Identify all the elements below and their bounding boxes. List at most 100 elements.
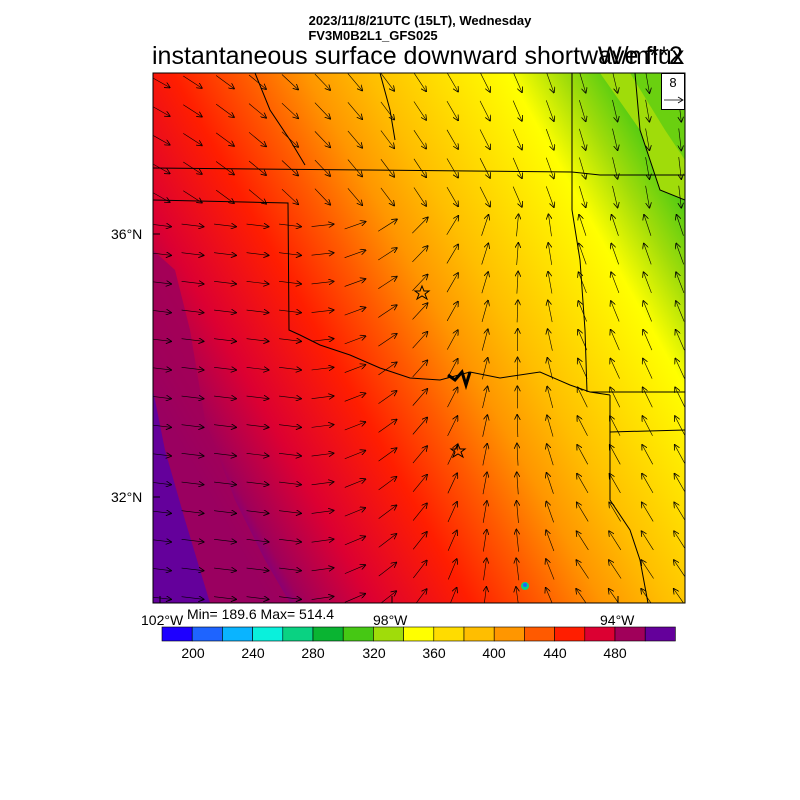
wind-vector — [279, 281, 301, 284]
wind-vector — [577, 531, 589, 551]
wind-vector — [577, 445, 589, 465]
wind-vector — [579, 73, 585, 92]
wind-vector — [311, 453, 334, 456]
wind-vector — [378, 477, 397, 491]
wind-vector — [153, 396, 171, 399]
wind-vector — [412, 275, 427, 291]
wind-vector — [412, 503, 427, 521]
wind-vector — [248, 103, 266, 118]
wind-vector — [246, 339, 269, 342]
wind-vector — [246, 396, 269, 399]
wind-vector — [482, 415, 488, 437]
wind-vector — [215, 75, 234, 89]
wind-vector — [517, 444, 518, 466]
wind-vector — [281, 188, 298, 204]
wind-vector — [610, 445, 621, 465]
wind-vector — [153, 310, 171, 313]
wind-vector — [546, 530, 555, 552]
wind-vector — [447, 388, 457, 408]
station-marker-star — [413, 284, 431, 301]
wind-vector — [279, 339, 301, 342]
wind-vector — [311, 339, 334, 342]
wind-vector — [547, 387, 554, 409]
wind-vector — [548, 272, 553, 294]
wind-vector — [153, 339, 171, 342]
wind-vector — [481, 329, 488, 351]
wind-vector — [579, 128, 585, 150]
wind-vector — [214, 425, 236, 428]
wind-vector — [183, 190, 201, 203]
wind-vector — [246, 511, 269, 514]
wind-vector — [645, 185, 650, 208]
wind-vector — [578, 330, 588, 351]
wind-vector — [576, 560, 589, 579]
wind-vector — [545, 186, 554, 207]
wind-vector — [577, 474, 589, 494]
colorbar-swatch — [614, 626, 646, 642]
wind-vector — [447, 559, 456, 580]
wind-vector — [214, 396, 236, 399]
wind-vector — [611, 301, 620, 322]
wind-vector — [645, 157, 650, 179]
wind-vector — [546, 559, 555, 580]
wind-vector — [517, 300, 518, 323]
wind-vector — [676, 330, 685, 351]
wind-vector — [446, 330, 458, 350]
wind-vector — [246, 253, 269, 256]
wind-vector — [153, 367, 171, 370]
wind-vector — [447, 359, 457, 379]
wind-vector — [378, 248, 396, 261]
wind-vector — [311, 253, 334, 255]
vector-reference-arrow — [664, 96, 684, 104]
wind-vector — [344, 308, 366, 316]
date-header: 2023/11/8/21UTC (15LT), Wednesday — [308, 13, 532, 28]
wind-vector — [279, 539, 301, 542]
colorbar-label: 280 — [301, 645, 325, 661]
wind-vector — [214, 482, 236, 485]
wind-vector — [311, 568, 334, 571]
wind-vector — [481, 244, 489, 265]
wind-vector — [517, 472, 518, 495]
wind-vector — [214, 310, 236, 313]
wind-vector — [447, 502, 457, 523]
wind-vector — [344, 451, 365, 459]
wind-vector — [344, 422, 365, 431]
wind-vector — [546, 73, 554, 93]
wind-vector — [446, 187, 458, 206]
wind-vector — [153, 135, 169, 145]
wind-vector — [609, 503, 621, 522]
wind-vector — [413, 561, 426, 579]
wind-vector — [611, 272, 620, 294]
wind-vector — [412, 532, 427, 550]
wind-vector — [378, 362, 396, 376]
wind-vector — [311, 425, 334, 428]
wind-vector — [517, 243, 519, 265]
colorbar-swatch — [433, 626, 465, 642]
model-header: FV3M0B2L1_GFS025 — [308, 28, 438, 43]
colorbar-swatch — [252, 626, 284, 642]
wind-vector — [412, 246, 427, 263]
wind-vector — [413, 187, 426, 205]
wind-vector — [378, 219, 397, 232]
wind-vector — [642, 531, 654, 551]
wind-vector — [446, 216, 458, 235]
wind-vector — [153, 253, 171, 256]
wind-vector — [643, 387, 653, 408]
lon-label-94w: 94°W — [600, 612, 635, 628]
wind-vector — [215, 161, 234, 175]
wind-vector — [281, 102, 298, 118]
wind-vector — [412, 446, 427, 464]
wind-vector — [413, 73, 426, 91]
wind-vector — [611, 244, 619, 265]
wind-vector — [153, 511, 171, 514]
wind-vector — [676, 301, 685, 322]
wind-vector — [675, 474, 685, 493]
wind-vector — [641, 560, 654, 579]
wind-vector — [642, 416, 653, 436]
wind-vector — [214, 367, 236, 370]
wind-vector — [447, 445, 458, 465]
wind-vector — [412, 389, 427, 406]
wind-vector — [516, 558, 519, 581]
wind-vector — [412, 332, 428, 349]
wind-vector — [676, 244, 684, 265]
